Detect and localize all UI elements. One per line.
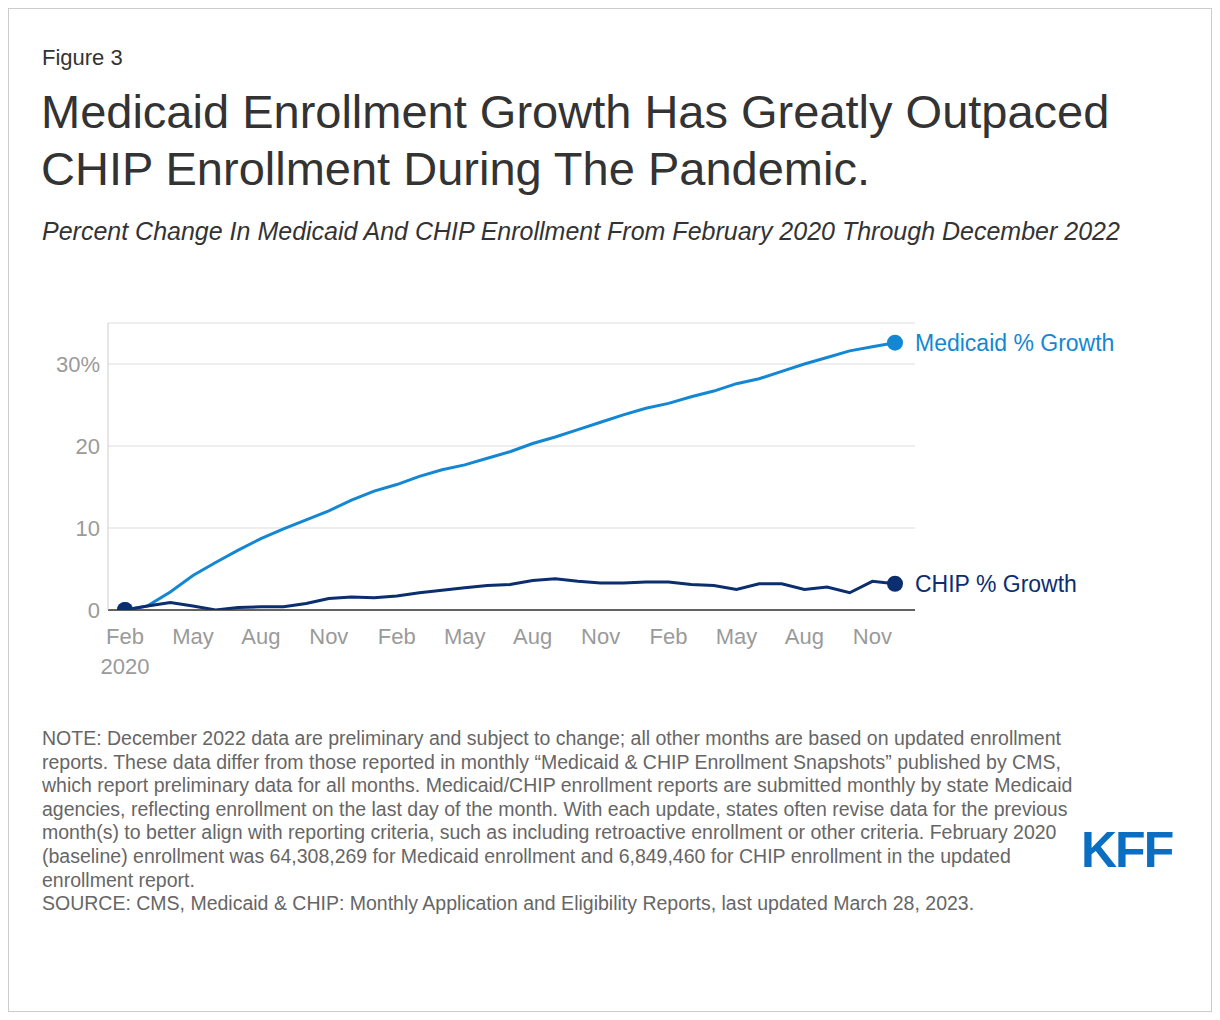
- svg-text:Aug: Aug: [513, 624, 552, 649]
- svg-text:May: May: [444, 624, 486, 649]
- svg-text:Aug: Aug: [785, 624, 824, 649]
- html-text:NOTE: December 2022 data are p: NOTE: December 2022 data are preliminary…: [42, 727, 1073, 891]
- svg-text:Nov: Nov: [581, 624, 620, 649]
- svg-text:Aug: Aug: [241, 624, 280, 649]
- svg-text:Feb: Feb: [378, 624, 416, 649]
- svg-text:May: May: [172, 624, 214, 649]
- svg-text:Feb: Feb: [650, 624, 688, 649]
- svg-text:30%: 30%: [56, 352, 100, 377]
- html-text:Figure 3: Figure 3: [42, 45, 123, 70]
- html-text:KFF: KFF: [1081, 822, 1173, 878]
- svg-text:Medicaid % Growth: Medicaid % Growth: [915, 330, 1114, 356]
- html-text:SOURCE: CMS, Medicaid & CHIP:: SOURCE: CMS, Medicaid & CHIP: Monthly Ap…: [42, 892, 975, 915]
- svg-text:Nov: Nov: [309, 624, 348, 649]
- svg-text:Feb2020: Feb2020: [101, 624, 150, 679]
- svg-text:CHIP % Growth: CHIP % Growth: [915, 571, 1077, 597]
- svg-text:Nov: Nov: [853, 624, 892, 649]
- html-text:Percent Change In Medicaid And: Percent Change In Medicaid And CHIP Enro…: [42, 217, 1120, 245]
- svg-text:0: 0: [88, 598, 100, 623]
- svg-text:20: 20: [76, 434, 100, 459]
- svg-text:10: 10: [76, 516, 100, 541]
- html-text:Medicaid Enrollment Growth Has: Medicaid Enrollment Growth Has Greatly O…: [41, 85, 1110, 195]
- svg-text:May: May: [716, 624, 758, 649]
